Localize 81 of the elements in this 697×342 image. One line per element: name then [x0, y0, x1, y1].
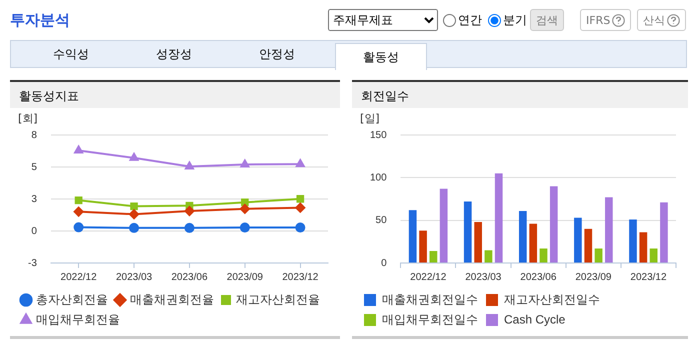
y-tick-label: 8 — [31, 130, 38, 141]
x-tick-label: 2023/06 — [520, 272, 557, 283]
legend-label: Cash Cycle — [504, 312, 566, 326]
bar — [594, 248, 602, 262]
legend-label: 재고자산회전율 — [236, 292, 320, 306]
bar — [629, 219, 637, 262]
bar — [408, 210, 417, 262]
legend-label: 매입채무회전일수 — [382, 312, 478, 326]
point — [74, 222, 84, 232]
x-tick-label: 2023/12 — [282, 272, 319, 283]
legend-label: 매출채권회전율 — [130, 292, 214, 306]
point — [129, 209, 140, 220]
bar — [474, 222, 482, 262]
bar — [540, 248, 548, 262]
bar — [518, 210, 527, 262]
bar — [650, 248, 658, 262]
bar — [430, 251, 438, 262]
x-tick-label: 2023/09 — [226, 272, 264, 283]
text: 주재무제표 — [328, 9, 438, 31]
y-tick-label: 0 — [31, 226, 38, 237]
chart-title: 활동성지표 — [10, 80, 340, 108]
bar — [574, 218, 582, 262]
point — [74, 196, 82, 204]
bar — [440, 188, 448, 262]
text: 성장성 — [155, 46, 193, 63]
chart-title: 회전일수 — [352, 80, 688, 108]
point — [296, 195, 304, 203]
bar — [639, 232, 648, 262]
x-tick-label: 2023/03 — [465, 272, 502, 283]
bar — [605, 197, 613, 262]
bar — [484, 250, 492, 262]
point — [295, 202, 306, 213]
legend-label: 매출채권회전일수 — [382, 292, 478, 306]
point — [241, 198, 249, 206]
text: IFRS — [586, 14, 610, 26]
y-tick-label: 0 — [381, 258, 388, 269]
x-tick-label: 2023/12 — [630, 272, 667, 283]
bar — [550, 186, 558, 262]
text: 투자분석 — [10, 11, 70, 30]
text: 산식 — [643, 12, 665, 28]
y-tick-label: 100 — [370, 172, 388, 184]
text: 검색 — [530, 9, 564, 31]
point — [296, 159, 305, 168]
y-tick-label: 3 — [31, 194, 38, 205]
y-tick-label: 50 — [376, 215, 388, 226]
point — [129, 222, 140, 233]
bar — [494, 173, 503, 262]
bar — [464, 202, 472, 262]
bar — [529, 224, 538, 262]
point — [184, 206, 194, 216]
text: 분기 — [503, 12, 527, 28]
legend-label: 매입채무회전율 — [36, 312, 120, 326]
text: 연간 — [458, 12, 482, 28]
text: 활동성 — [335, 43, 427, 70]
x-tick-label: 2022/12 — [410, 272, 447, 283]
text: 수익성 — [52, 46, 90, 63]
point — [240, 159, 250, 168]
x-tick-label: 2023/03 — [116, 272, 153, 283]
x-tick-label: 2023/09 — [575, 272, 612, 283]
bar — [660, 202, 668, 262]
x-tick-label: 2022/12 — [60, 272, 98, 283]
legend-label: 총자산회전율 — [36, 292, 108, 306]
point — [295, 222, 306, 233]
point — [74, 206, 84, 217]
legend-label: 재고자산회전일수 — [504, 292, 600, 306]
x-tick-label: 2023/06 — [171, 272, 208, 283]
point — [240, 204, 250, 214]
point — [130, 152, 138, 161]
point — [184, 161, 194, 170]
y-tick-label: 150 — [370, 130, 388, 141]
y-tick-label: 5 — [31, 162, 38, 173]
bar — [584, 228, 592, 262]
text: 안정성 — [258, 46, 296, 63]
y-axis-title: [회] — [18, 112, 38, 125]
point — [240, 222, 250, 233]
point — [74, 145, 84, 154]
bar — [419, 230, 427, 262]
y-axis-title: [일] — [360, 112, 380, 125]
point — [130, 202, 138, 210]
point — [184, 222, 194, 233]
y-tick-label: -3 — [28, 258, 38, 269]
